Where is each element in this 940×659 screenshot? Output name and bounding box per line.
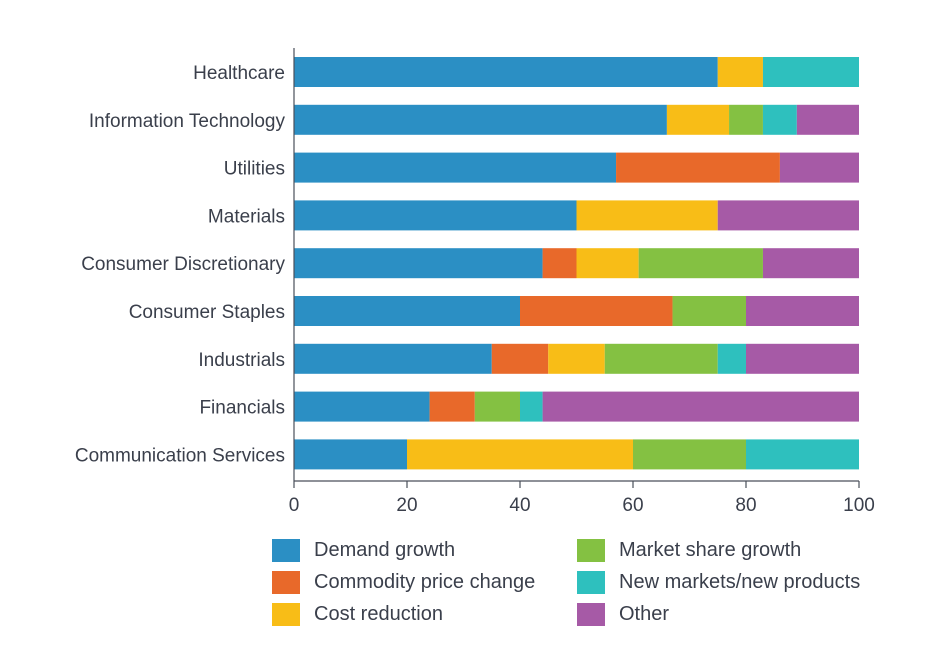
bar-segment: [294, 296, 520, 326]
bar-segment: [779, 152, 859, 183]
legend-swatch: [577, 570, 605, 594]
bars-group: [294, 57, 859, 470]
bar-segment: [672, 296, 746, 326]
bar-segment: [746, 296, 859, 326]
bar-segment: [294, 248, 543, 279]
bar-segment: [746, 439, 859, 470]
legend-label: Market share growth: [619, 538, 802, 561]
legend: Demand growth Commodity price change Cost …: [272, 534, 912, 634]
bar-segment: [294, 57, 718, 87]
bar-segment: [294, 391, 430, 422]
bar-segment: [666, 104, 730, 135]
bar-segment: [762, 248, 859, 279]
legend-swatch: [272, 538, 300, 562]
bar-segment: [762, 104, 797, 135]
bar-segment: [638, 248, 763, 279]
category-label: Utilities: [224, 159, 285, 180]
legend-swatch: [577, 602, 605, 626]
bar-segment: [429, 391, 475, 422]
legend-label: Commodity price change: [314, 570, 536, 593]
x-tick-label: 40: [509, 495, 530, 516]
bar-segment: [717, 200, 859, 231]
legend-swatch: [577, 538, 605, 562]
bar-segment: [633, 439, 746, 470]
bar-segment: [604, 343, 718, 374]
bar-segment: [796, 104, 859, 135]
x-tick-label: 20: [396, 495, 417, 516]
bar-segment: [746, 343, 859, 374]
legend-label: Other: [619, 602, 670, 625]
legend-label: Demand growth: [314, 538, 456, 561]
legend-item: Commodity price change: [272, 568, 535, 596]
x-tick-label: 0: [289, 495, 300, 516]
legend-label: New markets/new products: [619, 570, 861, 593]
x-tick-label: 60: [622, 495, 643, 516]
bar-segment: [576, 248, 639, 279]
bar-segment: [729, 104, 763, 135]
category-label: Information Technology: [89, 111, 286, 132]
legend-item: Cost reduction: [272, 600, 443, 628]
bar-segment: [294, 343, 492, 374]
bar-segment: [294, 200, 577, 231]
legend-item: Demand growth: [272, 536, 455, 564]
legend-swatch: [272, 570, 300, 594]
category-label: Communication Services: [75, 445, 285, 466]
bar-segment: [294, 152, 617, 183]
bar-segment: [520, 296, 673, 326]
bar-segment: [294, 104, 667, 135]
x-tick-label: 80: [735, 495, 756, 516]
legend-item: Other: [577, 600, 669, 628]
legend-item: Market share growth: [577, 536, 801, 564]
bar-segment: [542, 391, 859, 422]
bar-segment: [576, 200, 718, 231]
category-label: Financials: [199, 398, 285, 419]
category-label: Consumer Staples: [129, 302, 285, 323]
bar-segment: [474, 391, 520, 422]
legend-item: New markets/new products: [577, 568, 860, 596]
category-label: Healthcare: [193, 63, 285, 84]
bar-segment: [542, 248, 577, 279]
x-tick-label: 100: [843, 495, 875, 516]
bar-segment: [762, 57, 859, 87]
category-labels: Healthcare Information Technology Utilitie…: [75, 63, 286, 466]
bar-segment: [407, 439, 633, 470]
bar-segment: [520, 391, 543, 422]
category-label: Consumer Discretionary: [81, 254, 285, 275]
category-label: Industrials: [198, 350, 285, 371]
bar-segment: [717, 57, 763, 87]
bar-segment: [717, 343, 746, 374]
bar-segment: [548, 343, 605, 374]
legend-swatch: [272, 602, 300, 626]
bar-segment: [616, 152, 780, 183]
x-axis: 0 20 40 60 80 100: [289, 48, 875, 516]
category-label: Materials: [208, 206, 285, 227]
bar-segment: [491, 343, 549, 374]
legend-label: Cost reduction: [314, 602, 443, 625]
bar-segment: [294, 439, 407, 470]
